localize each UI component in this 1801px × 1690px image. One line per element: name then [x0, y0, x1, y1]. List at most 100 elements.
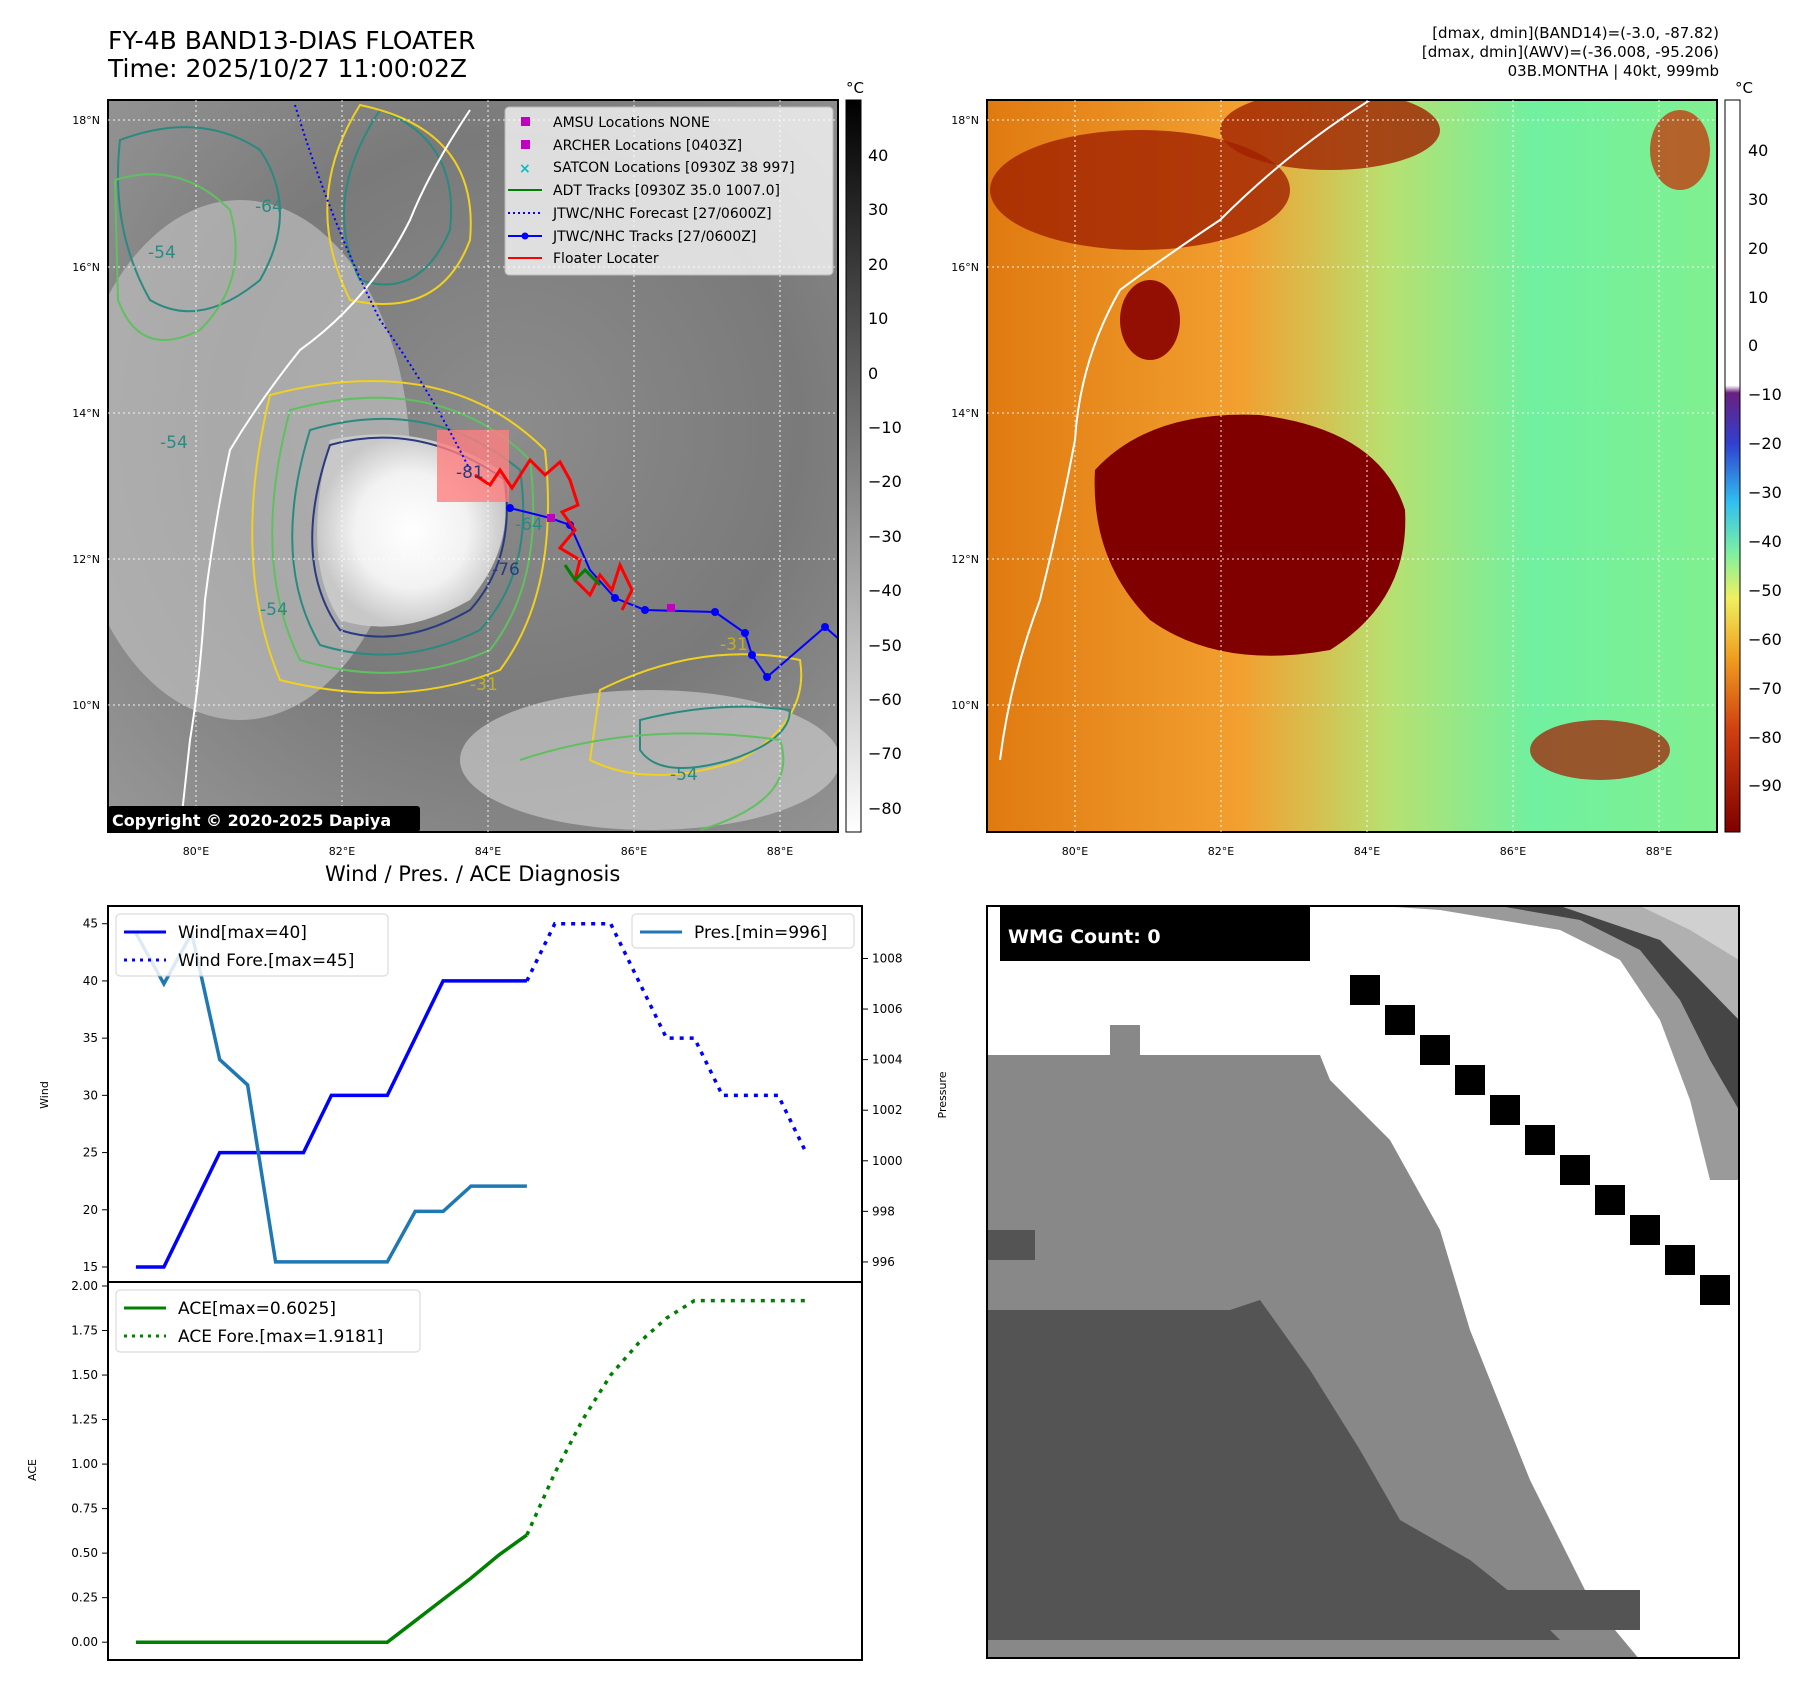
legend-tracks: JTWC/NHC Tracks [27/0600Z]: [552, 229, 756, 245]
ace-y-ticks: 0.00 0.25 0.50 0.75 1.00 1.25 1.50 1.75 2.00: [71, 1279, 108, 1649]
svg-text:10: 10: [1748, 288, 1768, 307]
legend-satcon: SATCON Locations [0930Z 38 997]: [553, 160, 795, 176]
pressure-axis-label: Pressure: [936, 1071, 949, 1118]
svg-text:−90: −90: [1748, 776, 1782, 795]
lon-tick-80: 80°E: [183, 845, 209, 858]
jtwc-forecast-track: [294, 104, 471, 471]
svg-text:−10: −10: [868, 418, 902, 437]
contour-label-64: -64: [255, 197, 283, 217]
awv-colorbar-ticks: 40 30 20 10 0 −10 −20 −30 −40 −50 −60 −7…: [1748, 141, 1782, 795]
legend-wind-fore: Wind Fore.[max=45]: [178, 951, 354, 971]
svg-text:−40: −40: [868, 581, 902, 600]
wind-tick-40: 40: [83, 974, 98, 988]
ir-lon-ticks: 80°E 82°E 84°E 86°E 88°E: [183, 845, 793, 858]
lon-tick-82: 82°E: [329, 845, 355, 858]
svg-text:−70: −70: [868, 744, 902, 763]
pres-y-ticks: 996 998 1000 1002 1004 1006 1008: [862, 951, 903, 1269]
ace-tick-1.75: 1.75: [71, 1324, 98, 1338]
legend-ace-fore: ACE Fore.[max=1.9181]: [178, 1327, 383, 1347]
ace-tick-0.25: 0.25: [71, 1591, 98, 1605]
awv-lon-ticks: 80°E 82°E 84°E 86°E 88°E: [1062, 845, 1672, 858]
svg-text:10: 10: [868, 309, 888, 328]
awv-map-frame: [986, 99, 1718, 833]
awv-dry-core: [1094, 414, 1406, 656]
lat-tick-16: 16°N: [72, 261, 100, 274]
ace-tick-0.75: 0.75: [71, 1502, 98, 1516]
lon-tick-86: 86°E: [621, 845, 647, 858]
legend-wind: Wind[max=40]: [178, 923, 307, 943]
info-awv-range: [dmax, dmin](AWV)=(-36.008, -95.206): [1421, 43, 1719, 61]
contour-label-54: -54: [148, 243, 176, 263]
svg-text:−80: −80: [868, 799, 902, 818]
diagnosis-panel: 15 20 25 30 35 40 45 996 998 1000 1002 1004 1006 100…: [26, 905, 949, 1661]
copyright-text: Copyright © 2020-2025 Dapiya: [112, 811, 391, 830]
contour-labels: -64 -54 -54 -54 -81 -76 -64 -31 -31 -54: [148, 197, 748, 785]
svg-text:84°E: 84°E: [1354, 845, 1380, 858]
ace-tick-1.00: 1.00: [71, 1457, 98, 1471]
svg-text:−80: −80: [1748, 728, 1782, 747]
map-legend: AMSU Locations NONE ARCHER Locations [04…: [504, 106, 834, 276]
wind-tick-15: 15: [83, 1260, 98, 1274]
svg-text:0: 0: [1748, 336, 1758, 355]
lon-tick-88: 88°E: [767, 845, 793, 858]
info-storm-status: 03B.MONTHA | 40kt, 999mb: [1507, 62, 1719, 80]
jtwc-track-points: [506, 504, 829, 681]
pres-tick-1004: 1004: [872, 1053, 903, 1067]
contour-label-31: -31: [470, 675, 498, 695]
pres-tick-1006: 1006: [872, 1002, 903, 1016]
svg-text:20: 20: [868, 255, 888, 274]
wind-tick-25: 25: [83, 1146, 98, 1160]
awv-map: [987, 100, 1717, 832]
svg-text:18°N: 18°N: [951, 114, 979, 127]
awv-lat-ticks: 18°N 16°N 14°N 12°N 10°N: [951, 114, 979, 712]
ir-colorbar: °C 40 30 20 10 0 −10 −20 −30 −40 −50 −60…: [845, 79, 902, 833]
ace-axes-frame: [107, 1281, 863, 1661]
legend-amsu-marker: [521, 117, 530, 126]
svg-text:0: 0: [868, 364, 878, 383]
legend-pres: Pres.[min=996]: [694, 923, 827, 943]
lat-tick-14: 14°N: [72, 407, 100, 420]
legend-adt: ADT Tracks [0930Z 35.0 1007.0]: [553, 183, 780, 199]
svg-text:−60: −60: [1748, 630, 1782, 649]
awv-gridlines: [987, 100, 1717, 832]
svg-text:40: 40: [1748, 141, 1768, 160]
coastline: [179, 109, 471, 832]
wind-legend: Wind[max=40] Wind Fore.[max=45]: [115, 913, 389, 977]
ace-legend: ACE[max=0.6025] ACE Fore.[max=1.9181]: [115, 1289, 421, 1353]
wind-axis-label: Wind: [38, 1081, 51, 1109]
pres-tick-998: 998: [872, 1204, 895, 1218]
svg-text:82°E: 82°E: [1208, 845, 1234, 858]
copyright-badge: Copyright © 2020-2025 Dapiya: [108, 806, 420, 832]
legend-ace: ACE[max=0.6025]: [178, 1299, 336, 1319]
svg-text:14°N: 14°N: [951, 407, 979, 420]
ir-map-frame: [107, 99, 839, 833]
floater-locater-box: [437, 430, 509, 502]
legend-archer: ARCHER Locations [0403Z]: [553, 138, 742, 154]
archer-marker: [547, 514, 555, 522]
ace-plot: [135, 1298, 807, 1644]
ace-tick-1.50: 1.50: [71, 1368, 98, 1382]
wind-tick-35: 35: [83, 1031, 98, 1045]
contour-label-64b: -64: [515, 515, 543, 535]
ir-colorbar-unit: °C: [846, 79, 864, 97]
pres-tick-1008: 1008: [872, 951, 903, 965]
svg-text:−70: −70: [1748, 679, 1782, 698]
legend-archer-marker: [521, 140, 530, 149]
wind-tick-30: 30: [83, 1088, 98, 1102]
contour-label-76: -76: [492, 560, 520, 580]
ir-lat-ticks: 18°N 16°N 14°N 12°N 10°N: [72, 114, 100, 712]
page-title: FY-4B BAND13-DIAS FLOATER: [108, 26, 476, 55]
contour-label-31b: -31: [720, 635, 748, 655]
awv-coastline: [999, 100, 1371, 761]
svg-text:12°N: 12°N: [951, 553, 979, 566]
contour-label-54d: -54: [670, 765, 698, 785]
legend-amsu: AMSU Locations NONE: [553, 115, 710, 131]
lat-tick-12: 12°N: [72, 553, 100, 566]
legend-floater: Floater Locater: [553, 251, 659, 267]
svg-text:20: 20: [1748, 239, 1768, 258]
pres-tick-1002: 1002: [872, 1103, 903, 1117]
svg-text:−10: −10: [1748, 385, 1782, 404]
svg-text:88°E: 88°E: [1646, 845, 1672, 858]
wmg-frame: [986, 905, 1740, 1659]
lat-tick-10: 10°N: [72, 699, 100, 712]
